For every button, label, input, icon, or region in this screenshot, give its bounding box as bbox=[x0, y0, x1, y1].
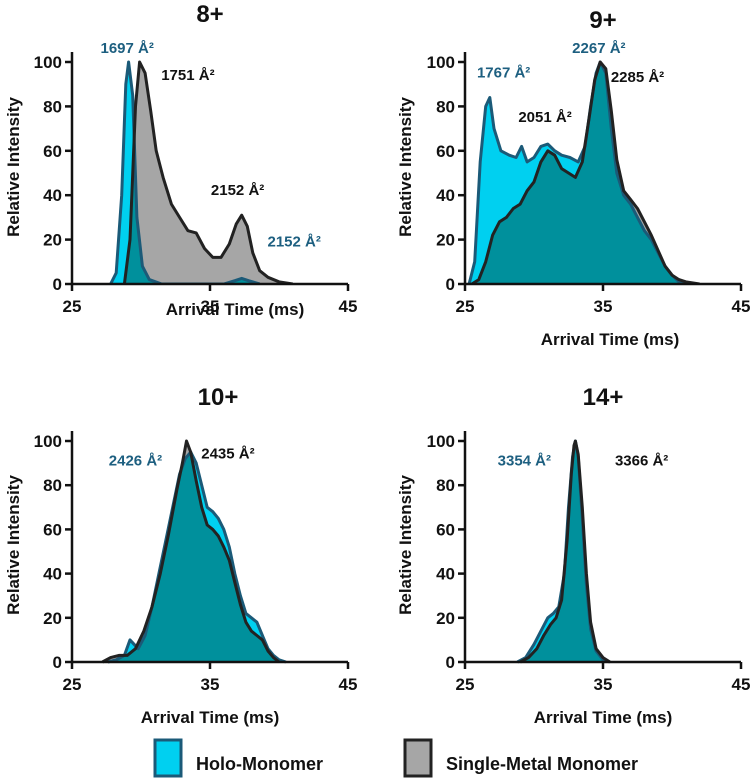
annotation-holo: 1767 Å² bbox=[477, 65, 530, 82]
annotations: 1697 Å² 1751 Å² 2152 Å² 2152 Å² bbox=[101, 40, 321, 250]
x-axis-label: Arrival Time (ms) bbox=[141, 708, 280, 727]
plot-area bbox=[101, 439, 287, 664]
overlap-area bbox=[517, 441, 610, 662]
y-tick-label: 40 bbox=[43, 186, 62, 205]
y-tick-label: 60 bbox=[436, 142, 455, 161]
y-axis-label: Relative Intensity bbox=[4, 97, 23, 237]
metal-line bbox=[471, 60, 700, 284]
holo-line bbox=[107, 450, 287, 664]
y-tick-label: 60 bbox=[43, 520, 62, 539]
holo-area bbox=[110, 62, 260, 284]
annotation-holo: 2152 Å² bbox=[267, 233, 320, 250]
x-tick-label: 45 bbox=[732, 297, 751, 316]
x-axis-label: Arrival Time (ms) bbox=[166, 300, 305, 319]
x-tick-label: 35 bbox=[201, 297, 220, 316]
panel-title: 10+ bbox=[198, 384, 239, 411]
x-tick-label: 45 bbox=[339, 675, 358, 694]
annotations: 1767 Å² 2267 Å² 2285 Å² 2051 Å² bbox=[477, 40, 664, 126]
annotation-metal: 1751 Å² bbox=[161, 67, 214, 84]
overlap-area bbox=[110, 173, 293, 284]
annotations: 3354 Å² 3366 Å² bbox=[498, 452, 669, 469]
x-tick-label: 35 bbox=[594, 297, 613, 316]
y-axis-label: Relative Intensity bbox=[396, 475, 415, 615]
y-tick-label: 0 bbox=[53, 275, 62, 294]
x-tick-label: 35 bbox=[201, 675, 220, 694]
y-tick-label: 40 bbox=[436, 565, 455, 584]
x-axis-label: Arrival Time (ms) bbox=[541, 330, 680, 349]
metal-area bbox=[124, 62, 293, 284]
y-tick-label: 100 bbox=[34, 432, 62, 451]
axes: 0 20 40 60 80 100 25 35 45 bbox=[427, 431, 751, 694]
x-tick-label: 45 bbox=[732, 675, 751, 694]
annotation-holo: 1697 Å² bbox=[101, 40, 154, 57]
chart-panel-9plus: 9+ 0 20 40 60 80 100 25 35 45 1767 Å² 2267 Å² 2285… bbox=[396, 7, 750, 349]
y-axis-label: Relative Intensity bbox=[396, 97, 415, 237]
panel-title: 14+ bbox=[583, 384, 624, 411]
plot-area bbox=[467, 60, 700, 284]
panel-title: 9+ bbox=[589, 7, 616, 34]
axes: 0 20 40 60 80 100 25 35 45 bbox=[34, 431, 358, 694]
chart-panel-14plus: 14+ 0 20 40 60 80 100 25 35 45 3354 Å² 3366 Å² Ar… bbox=[396, 384, 750, 727]
y-tick-label: 60 bbox=[436, 520, 455, 539]
y-tick-label: 0 bbox=[446, 653, 455, 672]
y-tick-label: 0 bbox=[53, 653, 62, 672]
panel-title: 8+ bbox=[196, 1, 223, 28]
y-tick-label: 20 bbox=[436, 231, 455, 250]
annotation-metal: 2285 Å² bbox=[611, 69, 664, 86]
annotation-metal: 3366 Å² bbox=[615, 452, 668, 469]
plot-area bbox=[516, 439, 611, 664]
y-tick-label: 40 bbox=[43, 565, 62, 584]
chart-panel-10plus: 10+ 0 20 40 60 80 100 25 35 45 2426 Å² 2435 Å² Ar… bbox=[4, 384, 357, 727]
metal-line bbox=[101, 439, 280, 664]
y-tick-label: 100 bbox=[427, 432, 455, 451]
legend-label-holo: Holo-Monomer bbox=[196, 754, 323, 774]
y-tick-label: 80 bbox=[43, 476, 62, 495]
annotation-metal: 2435 Å² bbox=[201, 446, 254, 463]
metal-line bbox=[122, 60, 294, 284]
annotation-holo: 2426 Å² bbox=[109, 452, 162, 469]
holo-line bbox=[109, 60, 261, 284]
x-axis-label: Arrival Time (ms) bbox=[534, 708, 673, 727]
metal-line bbox=[519, 439, 611, 664]
annotation-metal: 2152 Å² bbox=[211, 182, 264, 199]
annotation-metal: 2051 Å² bbox=[518, 109, 571, 126]
legend-label-metal: Single-Metal Monomer bbox=[446, 754, 638, 774]
axes: 0 20 40 60 80 100 25 35 45 bbox=[34, 52, 358, 316]
annotation-holo: 3354 Å² bbox=[498, 452, 551, 469]
y-tick-label: 80 bbox=[436, 97, 455, 116]
y-tick-label: 0 bbox=[446, 275, 455, 294]
x-tick-label: 25 bbox=[63, 675, 82, 694]
legend-swatch-metal bbox=[403, 738, 433, 778]
x-tick-label: 25 bbox=[456, 675, 475, 694]
x-tick-label: 25 bbox=[456, 297, 475, 316]
legend-swatch-holo bbox=[153, 738, 183, 778]
y-tick-label: 100 bbox=[34, 53, 62, 72]
y-axis-label: Relative Intensity bbox=[4, 475, 23, 615]
x-tick-label: 35 bbox=[594, 675, 613, 694]
y-tick-label: 80 bbox=[43, 97, 62, 116]
y-tick-label: 40 bbox=[436, 186, 455, 205]
legend: Holo-Monomer Single-Metal Monomer bbox=[153, 738, 638, 778]
chart-panel-8plus: 8+ 0 20 40 60 80 100 25 35 45 1697 Å² 1751 Å² 2152… bbox=[4, 1, 357, 319]
y-tick-label: 100 bbox=[427, 53, 455, 72]
y-tick-label: 20 bbox=[436, 609, 455, 628]
y-tick-label: 80 bbox=[436, 476, 455, 495]
plot-area bbox=[109, 60, 294, 284]
annotation-holo: 2267 Å² bbox=[572, 40, 625, 57]
y-tick-label: 20 bbox=[43, 231, 62, 250]
holo-line bbox=[467, 60, 687, 284]
overlap-area bbox=[102, 452, 286, 662]
annotations: 2426 Å² 2435 Å² bbox=[109, 446, 255, 470]
x-tick-label: 45 bbox=[339, 297, 358, 316]
axes: 0 20 40 60 80 100 25 35 45 bbox=[427, 52, 751, 316]
y-tick-label: 60 bbox=[43, 142, 62, 161]
x-tick-label: 25 bbox=[63, 297, 82, 316]
y-tick-label: 20 bbox=[43, 609, 62, 628]
